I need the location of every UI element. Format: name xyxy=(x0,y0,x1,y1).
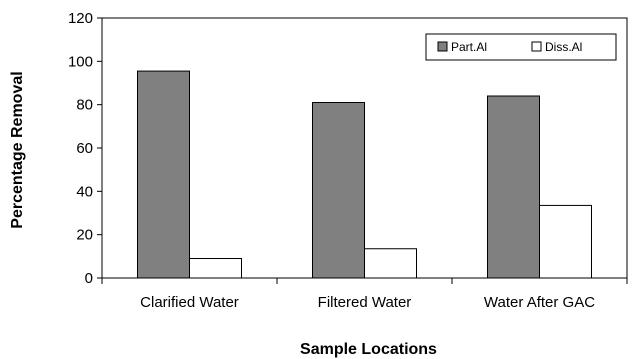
y-axis: 0 20 40 60 80 100 120 xyxy=(68,10,103,287)
bar-diss-al xyxy=(539,204,592,279)
bar-diss-al xyxy=(189,258,242,279)
bar-part-al xyxy=(487,95,540,279)
y-axis-title: Percentage Removal xyxy=(9,71,26,228)
legend-swatch xyxy=(531,41,542,52)
y-tick-label: 60 xyxy=(76,140,93,157)
legend-box xyxy=(425,33,617,61)
bar-diss-al xyxy=(364,248,417,279)
y-tick-label: 120 xyxy=(68,10,93,27)
y-tick-label: 100 xyxy=(68,53,93,70)
x-axis-title: Sample Locations xyxy=(300,341,437,358)
legend-swatch xyxy=(437,41,448,52)
x-axis: Clarified Water Filtered Water Water After… xyxy=(101,277,628,311)
x-tick-label: Water After GAC xyxy=(484,294,595,311)
y-tick-label: 80 xyxy=(76,97,93,114)
x-tick-label: Clarified Water xyxy=(140,294,239,311)
x-tick-label: Filtered Water xyxy=(318,294,412,311)
y-tick-label: 0 xyxy=(85,270,93,287)
bars xyxy=(137,70,592,279)
legend-label: Part.Al xyxy=(451,40,487,54)
y-tick-label: 20 xyxy=(76,227,93,244)
legend-label: Diss.Al xyxy=(545,40,582,54)
y-tick-label: 40 xyxy=(76,183,93,200)
bar-part-al xyxy=(137,70,190,279)
bar-part-al xyxy=(312,102,365,279)
legend: Part.Al Diss.Al xyxy=(425,33,617,61)
